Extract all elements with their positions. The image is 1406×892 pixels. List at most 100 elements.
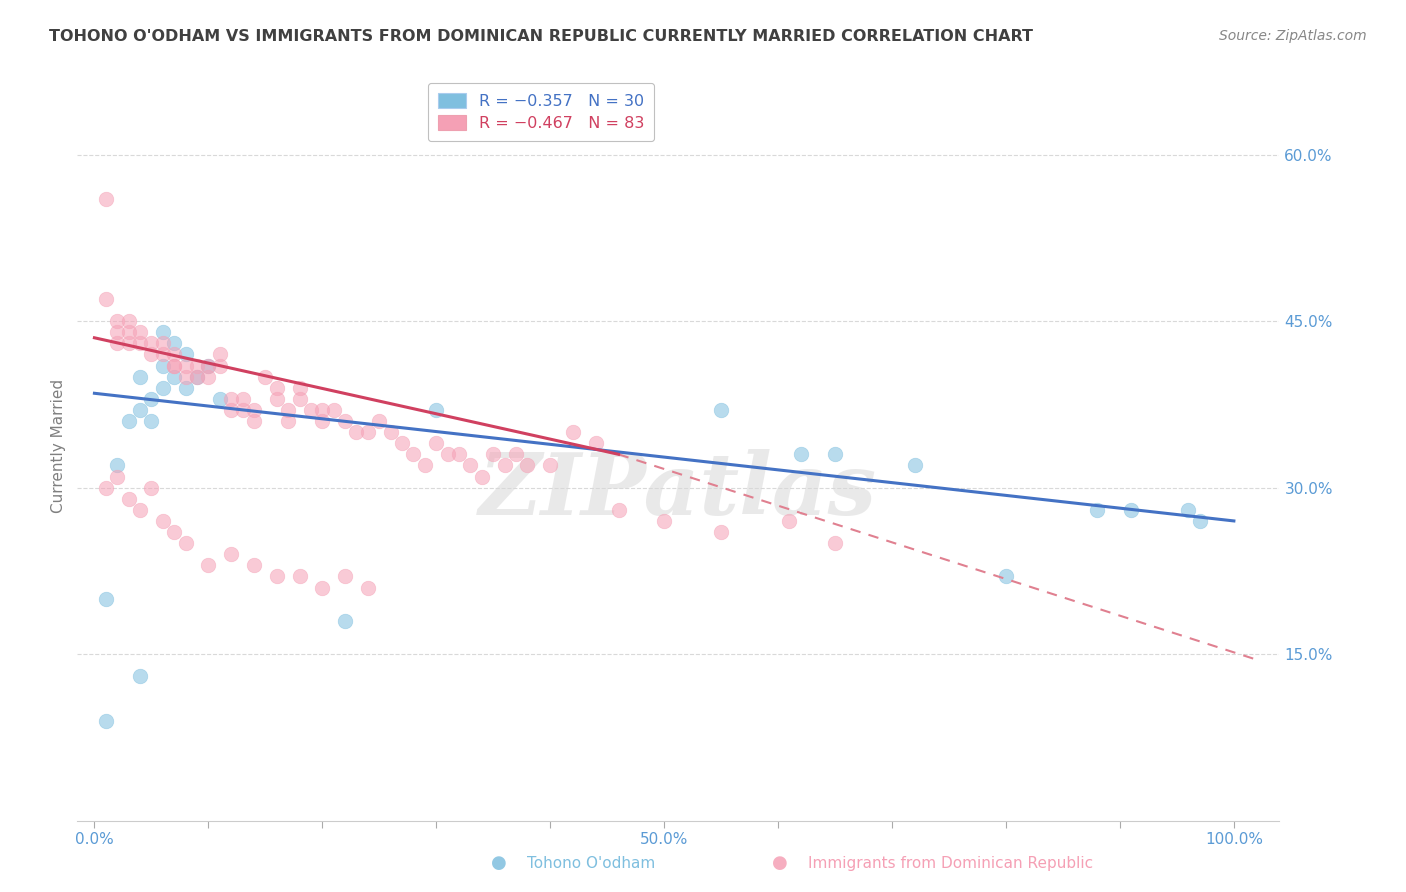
Point [129, 369, 152, 384]
Point [652, 514, 675, 528]
Point [585, 436, 607, 450]
Point [129, 325, 152, 339]
Point [311, 581, 333, 595]
Point [288, 381, 311, 395]
Point [129, 336, 152, 351]
Point [380, 425, 402, 439]
Point [186, 369, 208, 384]
Point [117, 314, 139, 328]
Point [105, 469, 128, 483]
Point [219, 403, 242, 417]
Point [1085, 503, 1108, 517]
Point [425, 436, 447, 450]
Point [357, 581, 380, 595]
Point [346, 425, 368, 439]
Point [152, 514, 174, 528]
Point [460, 458, 482, 473]
Point [141, 414, 163, 428]
Point [141, 347, 163, 361]
Point [436, 447, 458, 461]
Point [266, 392, 288, 406]
Point [174, 347, 197, 361]
Point [94, 591, 117, 606]
Point [311, 414, 333, 428]
Point [129, 403, 152, 417]
Point [197, 359, 219, 373]
Point [232, 392, 254, 406]
Point [277, 414, 299, 428]
Point [368, 414, 391, 428]
Point [94, 714, 117, 728]
Point [710, 524, 733, 539]
Point [117, 414, 139, 428]
Point [152, 381, 174, 395]
Point [425, 403, 447, 417]
Point [243, 403, 266, 417]
Point [141, 392, 163, 406]
Point [186, 369, 208, 384]
Point [994, 569, 1017, 583]
Point [516, 458, 538, 473]
Point [105, 458, 128, 473]
Point [174, 536, 197, 550]
Text: Source: ZipAtlas.com: Source: ZipAtlas.com [1219, 29, 1367, 43]
Point [243, 558, 266, 573]
Point [322, 403, 344, 417]
Point [152, 336, 174, 351]
Point [219, 547, 242, 561]
Point [904, 458, 927, 473]
Point [208, 392, 231, 406]
Point [152, 347, 174, 361]
Point [1188, 514, 1211, 528]
Point [1121, 503, 1143, 517]
Point [208, 359, 231, 373]
Point [94, 192, 117, 206]
Point [163, 359, 186, 373]
Point [790, 447, 813, 461]
Point [482, 447, 505, 461]
Point [494, 458, 516, 473]
Text: Immigrants from Dominican Republic: Immigrants from Dominican Republic [808, 856, 1094, 871]
Point [607, 503, 630, 517]
Point [505, 447, 527, 461]
Point [117, 491, 139, 506]
Point [824, 447, 846, 461]
Point [174, 369, 197, 384]
Point [243, 414, 266, 428]
Point [186, 359, 208, 373]
Text: TOHONO O'ODHAM VS IMMIGRANTS FROM DOMINICAN REPUBLIC CURRENTLY MARRIED CORRELATI: TOHONO O'ODHAM VS IMMIGRANTS FROM DOMINI… [49, 29, 1033, 44]
Point [288, 569, 311, 583]
Point [1177, 503, 1199, 517]
Point [174, 359, 197, 373]
Point [129, 503, 152, 517]
Point [141, 336, 163, 351]
Point [152, 359, 174, 373]
Point [141, 481, 163, 495]
Point [824, 536, 846, 550]
Point [413, 458, 436, 473]
Point [94, 292, 117, 306]
Text: ●: ● [491, 855, 508, 872]
Point [232, 403, 254, 417]
Point [197, 359, 219, 373]
Text: ●: ● [772, 855, 789, 872]
Text: ZIPatlas: ZIPatlas [479, 450, 877, 533]
Point [288, 392, 311, 406]
Point [129, 669, 152, 683]
Point [266, 381, 288, 395]
Point [538, 458, 561, 473]
Point [277, 403, 299, 417]
Point [779, 514, 801, 528]
Point [357, 425, 380, 439]
Point [219, 392, 242, 406]
Point [447, 447, 470, 461]
Point [402, 447, 425, 461]
Point [105, 314, 128, 328]
Point [333, 569, 356, 583]
Point [163, 336, 186, 351]
Point [117, 336, 139, 351]
Point [105, 325, 128, 339]
Point [311, 403, 333, 417]
Point [197, 558, 219, 573]
Point [163, 359, 186, 373]
